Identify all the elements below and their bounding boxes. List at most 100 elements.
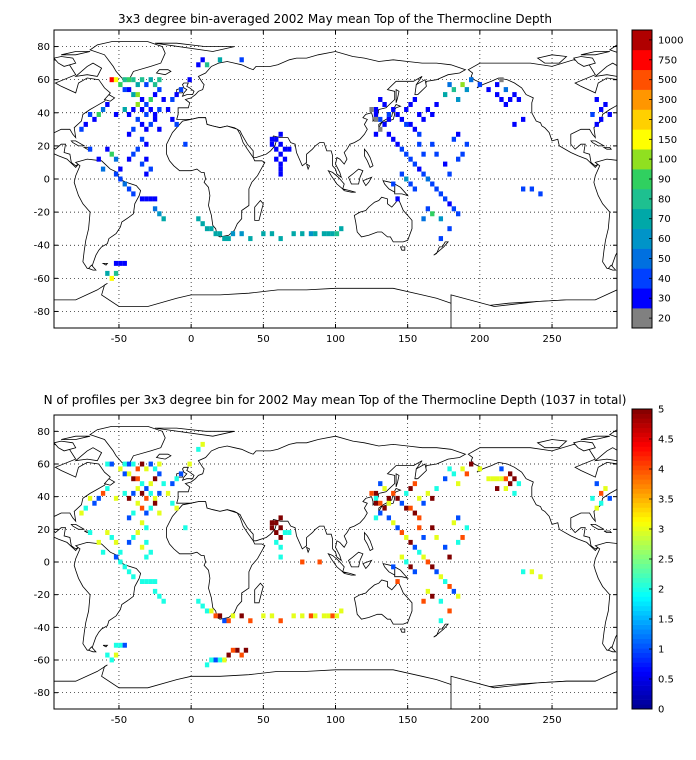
bin-cell	[404, 176, 409, 182]
bin-cell	[157, 87, 162, 93]
y-tick-label: 0	[44, 175, 50, 186]
bin-cell	[408, 486, 413, 491]
bin-cell	[430, 593, 435, 599]
colorbar-gradient-step	[632, 591, 652, 597]
landmass-outline	[399, 246, 406, 251]
colorbar-swatch	[632, 169, 652, 190]
bin-cell	[178, 471, 184, 477]
bin-cell	[139, 490, 145, 496]
bin-cell	[139, 77, 145, 83]
bin-cell	[425, 490, 431, 496]
landmass-outline	[327, 169, 345, 190]
landmass-outline	[686, 118, 696, 237]
colorbar-label: 2.5	[658, 555, 674, 566]
bin-cell	[126, 112, 132, 117]
bin-cell	[456, 539, 461, 545]
colorbar-gradient-step	[632, 502, 652, 508]
y-tick-label: -60	[34, 274, 50, 285]
bin-cell	[243, 647, 249, 653]
bin-cell	[434, 486, 439, 491]
bin-cell	[599, 116, 604, 122]
bin-cell	[230, 647, 236, 653]
landmass-outline	[572, 440, 596, 452]
bin-cell	[157, 211, 162, 217]
colorbar-gradient-step	[632, 662, 652, 668]
bin-cell	[395, 495, 400, 501]
colorbar-gradient-step	[632, 643, 652, 649]
bin-cell	[239, 613, 244, 619]
bin-cell	[109, 535, 114, 540]
colorbar-swatch	[632, 89, 652, 110]
bin-cell	[178, 87, 184, 93]
bin-cell	[139, 481, 145, 487]
bin-cell	[139, 505, 145, 511]
bin-cell	[148, 461, 153, 467]
bottom-bin-cells	[79, 441, 612, 668]
colorbar-gradient-step	[632, 479, 652, 485]
bin-cell	[469, 461, 474, 467]
colorbar-gradient-step	[632, 507, 652, 513]
bin-cell	[282, 156, 288, 162]
bin-cell	[369, 107, 374, 112]
bottom-axis-ticks: -50 0 50 100 150 200 250 -80 -60 -40 -20 0 20 40 60 80	[34, 415, 617, 726]
bin-cell	[135, 102, 140, 107]
bin-cell	[521, 116, 526, 122]
landmass-outline	[155, 42, 235, 52]
bin-cell	[538, 574, 543, 580]
y-tick-label: -40	[34, 623, 50, 634]
bin-cell	[187, 461, 192, 467]
bin-cell	[499, 466, 504, 472]
bin-cell	[512, 490, 517, 496]
bin-cell	[157, 471, 162, 477]
bin-cell	[464, 141, 470, 147]
bin-cell	[278, 151, 283, 157]
bin-cell	[603, 486, 608, 491]
bin-cell	[148, 490, 153, 496]
bin-cell	[417, 141, 422, 147]
bin-cell	[395, 112, 400, 117]
colorbar-label: 1	[658, 645, 664, 656]
bin-cell	[269, 525, 275, 531]
bin-cell	[447, 171, 452, 177]
bin-cell	[451, 136, 457, 142]
bin-cell	[443, 196, 448, 202]
bin-cell	[157, 107, 162, 112]
colorbar-gradient-step	[632, 540, 652, 546]
y-tick-label: 0	[44, 558, 50, 569]
bin-cell	[308, 231, 314, 237]
bottom-coastline-map	[54, 425, 696, 709]
colorbar-gradient-step	[632, 451, 652, 457]
bin-cell	[113, 77, 119, 83]
landmass-outline	[580, 51, 610, 56]
bin-cell	[399, 554, 405, 560]
bin-cell	[131, 535, 136, 540]
colorbar-swatch	[632, 288, 652, 309]
bin-cell	[105, 102, 110, 107]
bin-cell	[126, 461, 132, 467]
bin-cell	[100, 166, 106, 172]
bin-cell	[278, 554, 283, 560]
bin-cell	[430, 211, 435, 217]
colorbar-gradient-step	[632, 648, 652, 654]
landmass-outline	[395, 473, 400, 488]
bin-cell	[443, 92, 448, 98]
bin-cell	[109, 275, 114, 281]
bin-cell	[460, 535, 465, 540]
bin-cell	[152, 112, 158, 117]
bin-cell	[144, 102, 149, 107]
bin-cell	[87, 146, 93, 152]
bin-cell	[278, 525, 283, 531]
bin-cell	[126, 539, 132, 545]
colorbar-label: 1000	[658, 35, 683, 46]
bin-cell	[395, 141, 400, 147]
colorbar-gradient-step	[632, 704, 652, 710]
bin-cell	[152, 92, 158, 98]
bin-cell	[135, 476, 140, 482]
colorbar-gradient-step	[632, 544, 652, 550]
bin-cell	[378, 126, 383, 132]
bin-cell	[144, 525, 149, 531]
bin-cell	[174, 476, 179, 482]
landmass-outline	[675, 428, 696, 436]
bin-cell	[464, 471, 470, 477]
